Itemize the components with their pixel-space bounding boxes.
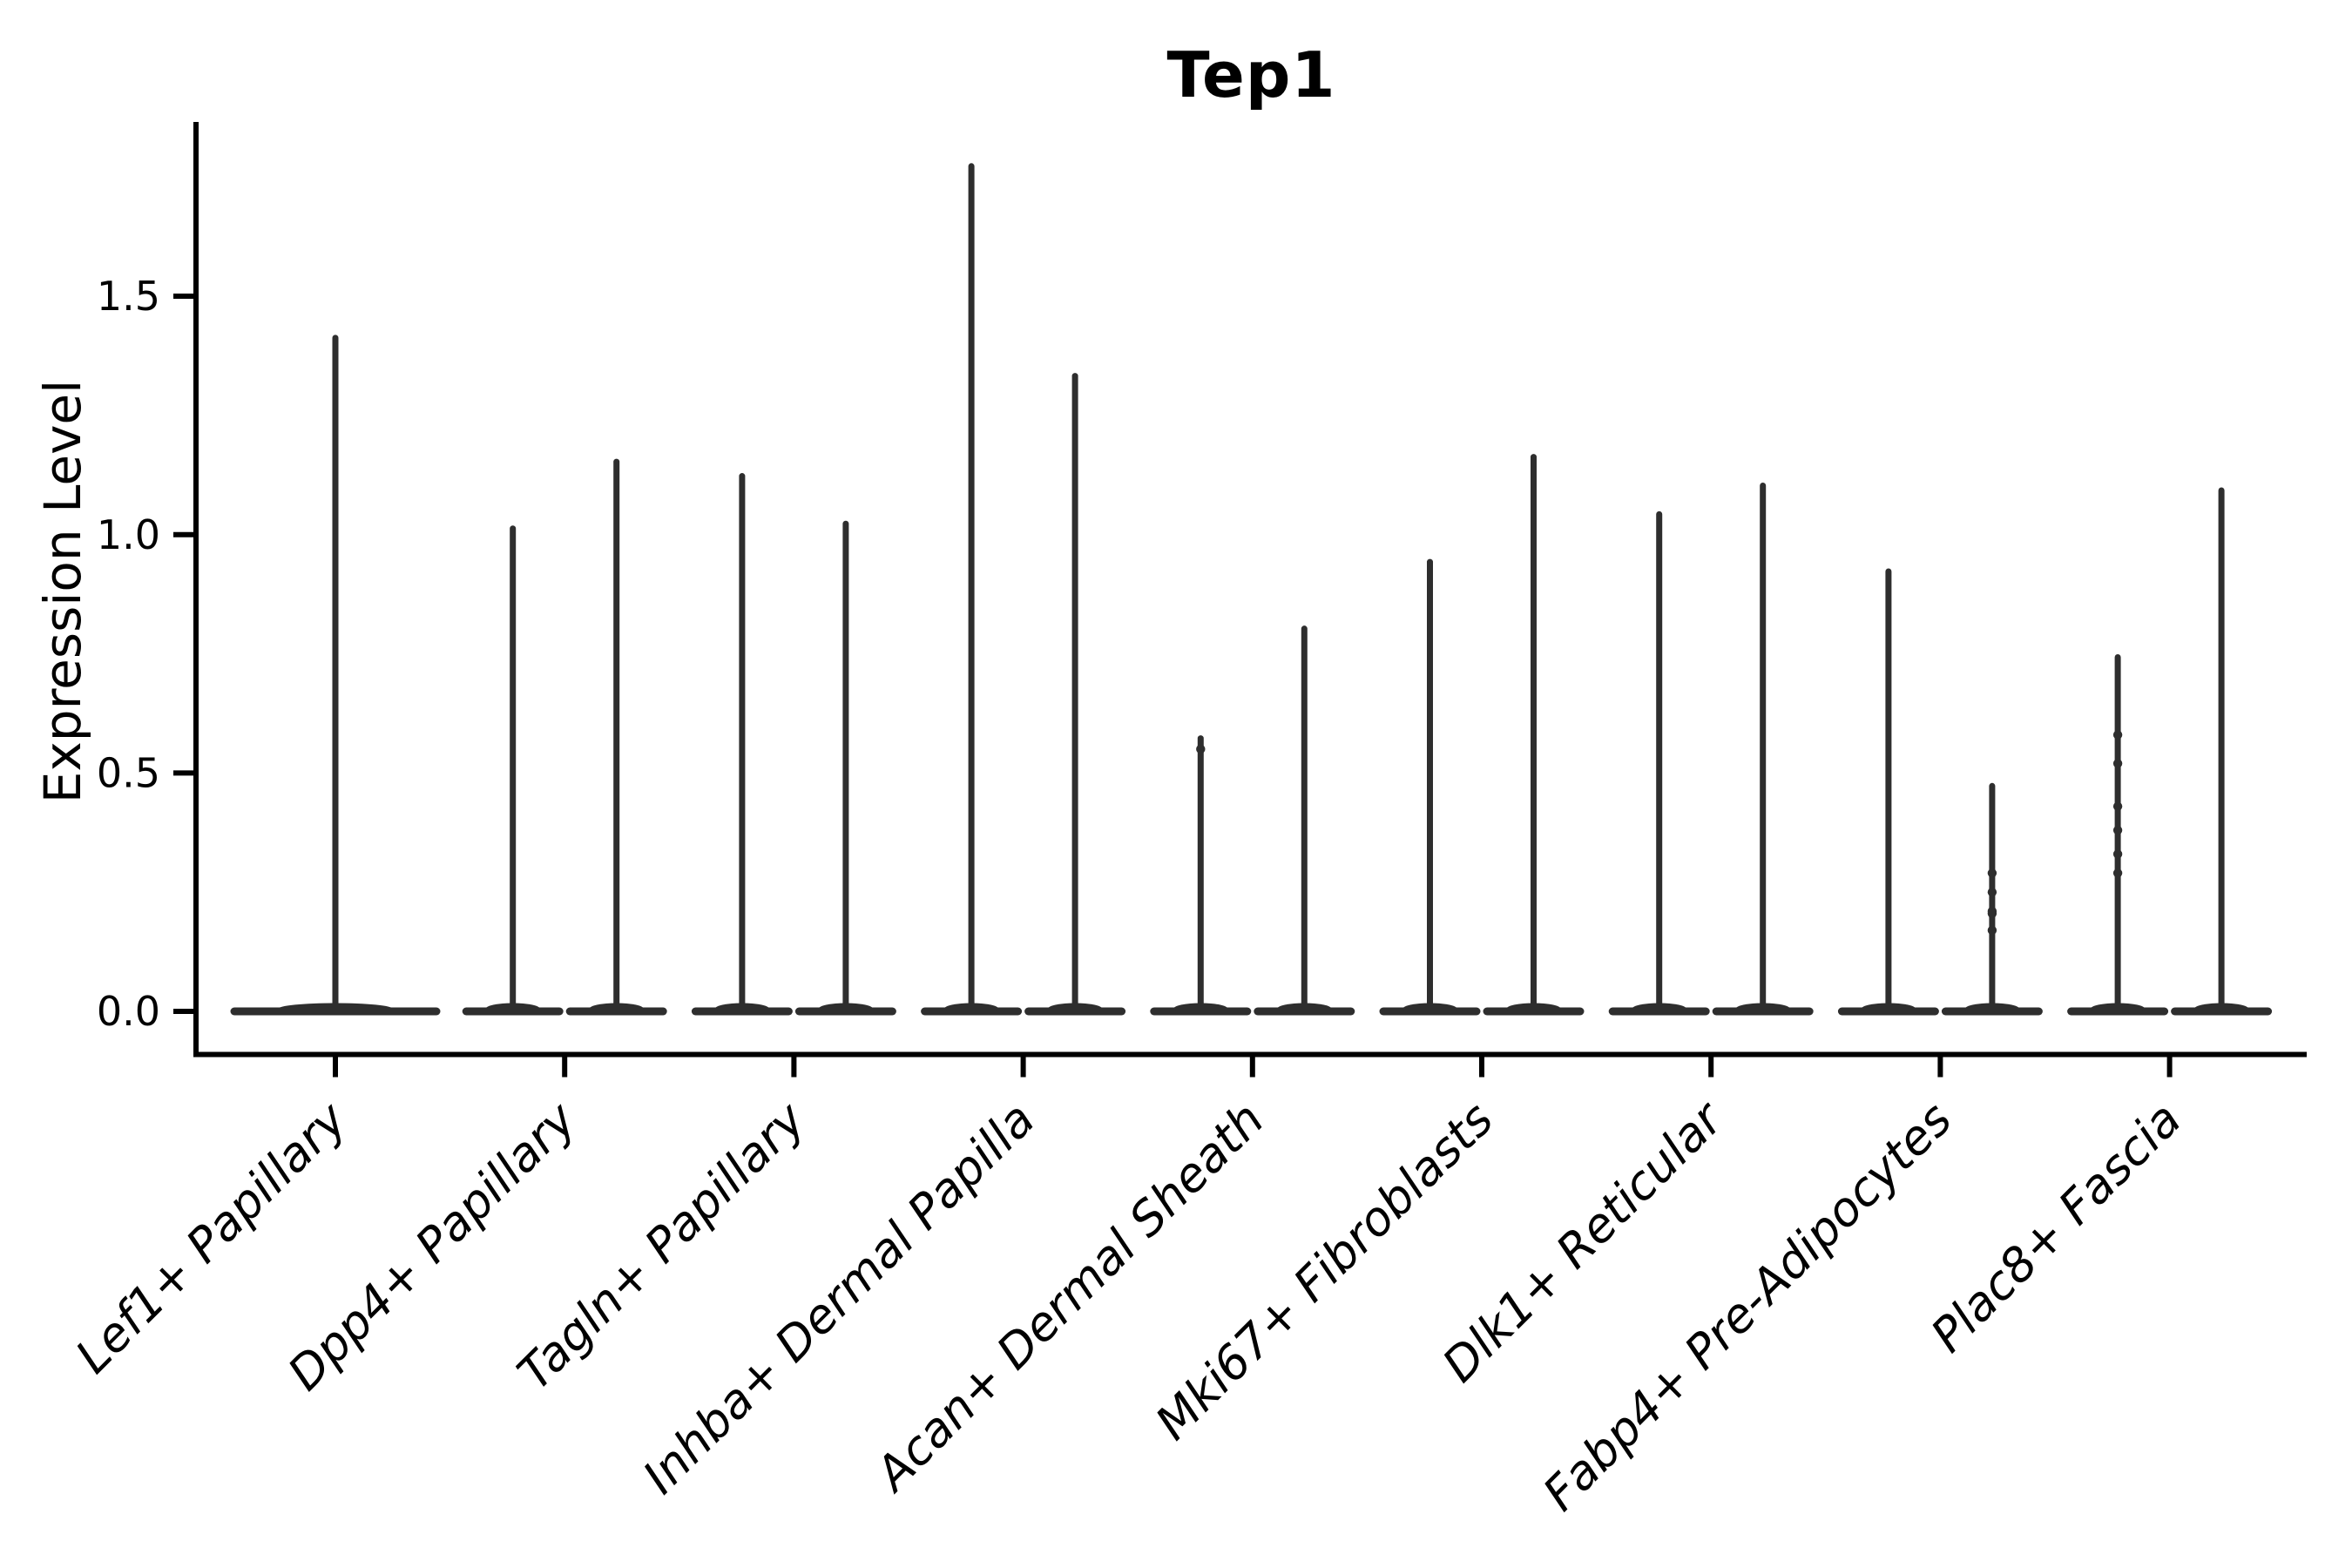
jitter-dot (2112, 868, 2123, 878)
jitter-dot (1987, 868, 1997, 878)
y-tick-label: 0.0 (97, 988, 160, 1035)
y-tick-label: 1.5 (97, 273, 160, 320)
violin-category (1837, 568, 2043, 1016)
jitter-dot (2112, 825, 2123, 835)
violin-category (1608, 482, 1814, 1016)
x-category-label: Acan+ Dermal Sheath (863, 1092, 1274, 1503)
jitter-dot (2112, 849, 2123, 859)
x-category-label: Plac8+ Fascia (1921, 1092, 2192, 1362)
x-category-label: Fabp4+ Pre-Adipocytes (1532, 1092, 1962, 1521)
violin-category (921, 163, 1126, 1016)
x-category-label: Inhba+ Dermal Papilla (632, 1092, 1045, 1504)
jitter-dot (1987, 909, 1997, 919)
violin-category (2067, 487, 2273, 1016)
violin-category (691, 473, 896, 1016)
jitter-dot (2112, 730, 2123, 740)
violin-category (462, 458, 667, 1016)
jitter-dot (1987, 887, 1997, 897)
chart-title: Tep1 (1166, 38, 1336, 112)
y-tick-label: 1.0 (97, 511, 160, 558)
y-tick-label: 0.5 (97, 749, 160, 796)
violins-layer (230, 163, 2273, 1016)
violin-category (1150, 625, 1355, 1016)
jitter-dot (1196, 744, 1206, 754)
violin-category (1379, 454, 1585, 1016)
jitter-dot (2112, 801, 2123, 811)
jitter-dot (2112, 759, 2123, 768)
jitter-dot (1987, 925, 1997, 936)
violin-category (230, 335, 441, 1016)
